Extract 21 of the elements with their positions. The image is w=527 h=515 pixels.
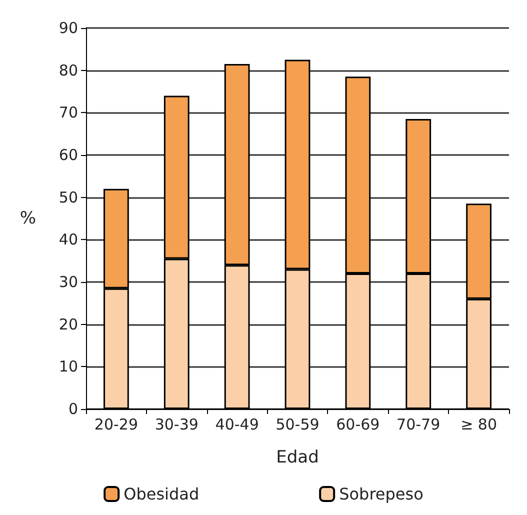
x-tick-label: 30-39: [154, 416, 198, 434]
y-tick-label: 80: [58, 61, 78, 80]
legend-label: Obesidad: [124, 484, 200, 504]
x-tick-label: 60-69: [336, 416, 380, 434]
y-axis-title: %: [20, 208, 36, 228]
y-tick-label: 60: [58, 146, 78, 164]
x-axis-title: Edad: [276, 448, 319, 468]
x-tick-label: 70-79: [396, 416, 440, 434]
y-tick-label: 50: [58, 188, 78, 206]
x-tick-label: 50-59: [276, 416, 320, 434]
y-tick-label: 90: [58, 19, 78, 37]
y-tick-label: 40: [58, 230, 78, 249]
x-tick-label: 40-49: [215, 416, 259, 434]
y-tick-label: 0: [68, 400, 78, 418]
y-tick-label: 30: [58, 273, 78, 291]
x-tick-label: ≥ 80: [460, 416, 498, 434]
y-tick-label: 70: [58, 104, 78, 122]
y-tick-label: 20: [58, 315, 78, 334]
x-tick-label: 20-29: [94, 416, 138, 434]
legend-label: Sobrepeso: [339, 484, 424, 504]
y-tick-label: 10: [58, 358, 78, 376]
